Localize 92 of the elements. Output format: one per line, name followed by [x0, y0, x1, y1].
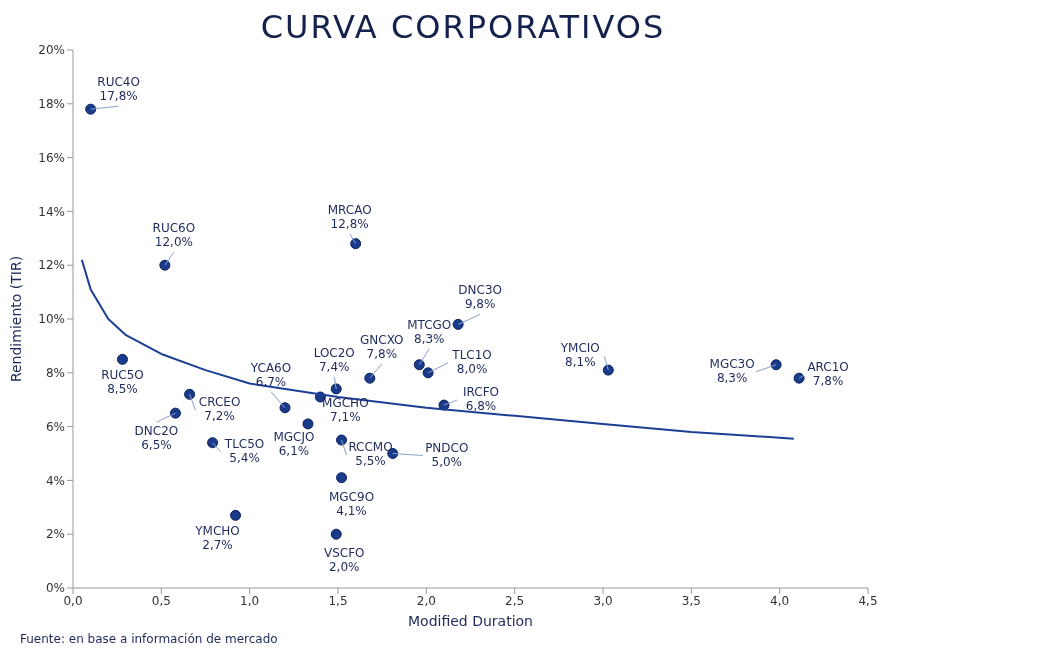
point	[413, 359, 425, 371]
point	[770, 359, 782, 371]
point	[302, 418, 314, 430]
x-tick-label: 3,5	[681, 593, 701, 608]
annotation: YCA6O	[249, 360, 292, 375]
data-label: 12,8%	[330, 216, 369, 231]
x-tick-label: 2,5	[505, 593, 525, 608]
point	[330, 528, 342, 540]
y-tick-label: 8%	[45, 366, 65, 381]
y-tick-label: 6%	[45, 419, 65, 434]
point	[350, 238, 362, 250]
annotation: DNC2O	[134, 424, 179, 439]
x-tick-label: 2,0	[416, 593, 436, 608]
annotation: ARC1O	[807, 360, 849, 375]
annotation: MTCGO	[407, 317, 452, 332]
data-label: 8,1%	[565, 355, 596, 370]
y-tick-label: 2%	[45, 527, 65, 542]
annotation: TLC5O	[223, 436, 265, 451]
y-tick-label: 4%	[45, 473, 65, 488]
data-label: 8,3%	[414, 331, 445, 346]
point	[116, 353, 128, 365]
y-tick-label: 20%	[38, 43, 65, 58]
y-axis-title: Rendimiento (TIR)	[7, 255, 24, 383]
point	[159, 259, 171, 271]
annotation: RUC5O	[101, 368, 144, 383]
annotation: LOC2O	[313, 345, 355, 360]
point	[207, 437, 219, 449]
y-tick-label: 0%	[45, 581, 65, 596]
data-label: 5,4%	[229, 450, 260, 465]
data-label: 9,8%	[464, 297, 496, 312]
x-tick-label: 1,0	[240, 593, 260, 608]
annotation: MGC3O	[709, 356, 755, 371]
data-label: 7,1%	[330, 410, 361, 425]
y-tick-label: 18%	[38, 97, 65, 112]
data-label: 6,1%	[278, 443, 310, 458]
point	[230, 509, 242, 521]
annotation: MGC9O	[328, 489, 375, 504]
annotation: YMCHO	[194, 524, 240, 539]
point	[330, 383, 342, 395]
data-label: 17,8%	[99, 89, 138, 104]
y-tick-label: 12%	[38, 258, 65, 273]
x-axis-title: Modified Duration	[408, 613, 533, 629]
data-label: 6,5%	[141, 438, 172, 453]
annotation: PNDCO	[425, 440, 469, 455]
annotation: YMCIO	[559, 341, 600, 356]
point	[336, 434, 348, 446]
data-label: 2,7%	[202, 538, 233, 553]
x-tick-label: 4,5	[858, 593, 878, 608]
data-label: 5,5%	[355, 454, 386, 469]
y-tick-label: 16%	[38, 150, 65, 165]
annotation: GNCXO	[360, 333, 404, 348]
point	[336, 472, 348, 484]
annotation: TLC1O	[451, 347, 492, 362]
annotation: CRCEO	[198, 395, 241, 410]
annotation: RCCMO	[348, 440, 393, 455]
point	[279, 402, 291, 414]
annotation: MGCHO	[322, 396, 369, 411]
annotation: VSCFO	[323, 546, 365, 561]
chart-title: CURVA CORPORATIVOS	[260, 8, 666, 46]
x-tick-label: 1,5	[328, 593, 348, 608]
data-label: 8,3%	[716, 370, 748, 385]
data-label: 7,4%	[318, 359, 350, 374]
point	[452, 318, 464, 330]
data-label: 6,7%	[255, 374, 287, 389]
point	[364, 372, 376, 384]
y-tick-label: 14%	[38, 204, 65, 219]
annotation: RUC4O	[97, 75, 140, 90]
point	[422, 367, 434, 379]
data-label: 4,1%	[336, 503, 367, 518]
data-label: 12,0%	[154, 235, 193, 250]
x-tick-label: 4,0	[770, 593, 790, 608]
x-tick-label: 0,0	[63, 593, 83, 608]
point	[169, 407, 181, 419]
data-label: 7,8%	[812, 374, 844, 389]
data-label: 7,2%	[204, 409, 235, 424]
x-tick-label: 3,0	[593, 593, 613, 608]
point	[184, 388, 196, 400]
annotation: MRCAO	[327, 202, 372, 217]
data-label: 8,5%	[107, 382, 138, 397]
data-label: 6,8%	[465, 399, 497, 414]
data-label: 7,8%	[366, 347, 398, 362]
annotation: RUC6O	[152, 221, 196, 236]
x-tick-label: 0,5	[151, 593, 171, 608]
point	[793, 372, 805, 384]
data-label: 5,0%	[431, 454, 463, 469]
y-tick-label: 10%	[38, 312, 65, 327]
data-label: 8,0%	[456, 361, 488, 376]
annotation: DNC3O	[458, 283, 502, 298]
data-label: 2,0%	[328, 560, 360, 575]
annotation: MGCJO	[273, 429, 315, 444]
source-note: Fuente: en base a información de mercado	[20, 632, 278, 646]
annotation: IRCFO	[462, 385, 500, 400]
